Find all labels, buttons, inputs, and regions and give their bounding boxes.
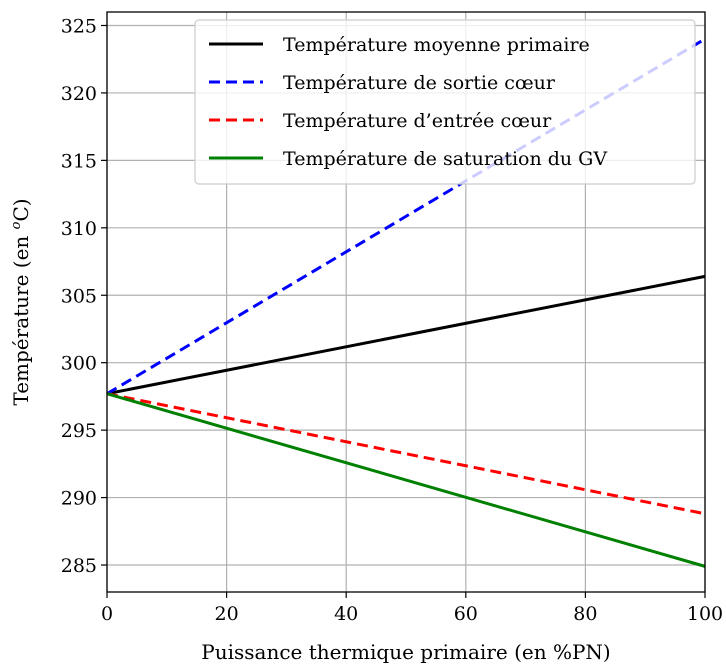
- y-tick-label: 325: [61, 15, 97, 37]
- x-axis-label: Puissance thermique primaire (en %PN): [201, 640, 610, 664]
- x-tick-label: 80: [573, 603, 597, 625]
- x-tick-label: 100: [687, 603, 723, 625]
- legend-label-1: Température moyenne primaire: [283, 34, 590, 56]
- x-tick-label: 0: [101, 603, 113, 625]
- legend-label-3: Température d’entrée cœur: [283, 110, 552, 132]
- y-tick-label: 285: [61, 555, 97, 577]
- legend: Température moyenne primaire Température …: [194, 19, 696, 185]
- y-tick-label: 315: [61, 150, 97, 172]
- legend-label-4: Température de saturation du GV: [283, 148, 607, 170]
- y-tick-label: 305: [61, 285, 97, 307]
- plot-frame: [106, 11, 706, 593]
- series-line-1: [106, 274, 706, 396]
- y-tick-label: 300: [61, 353, 97, 375]
- legend-box: [194, 19, 696, 185]
- y-tick-label: 290: [61, 488, 97, 510]
- y-axis-label: Température (en oC): [9, 198, 33, 405]
- legend-label-2: Température de sortie cœur: [283, 72, 556, 94]
- series-line-3: [106, 392, 706, 516]
- x-tick-label: 60: [454, 603, 478, 625]
- series-line-4: [106, 392, 706, 568]
- y-tick-label: 320: [61, 83, 97, 105]
- y-tick-label: 295: [61, 420, 97, 442]
- axis-ticks: 0 20 40 60 80 100 285 290 295 300 305 310 315 320 325: [61, 15, 723, 625]
- y-tick-label: 310: [61, 218, 97, 240]
- x-tick-label: 20: [215, 603, 239, 625]
- x-tick-label: 40: [334, 603, 358, 625]
